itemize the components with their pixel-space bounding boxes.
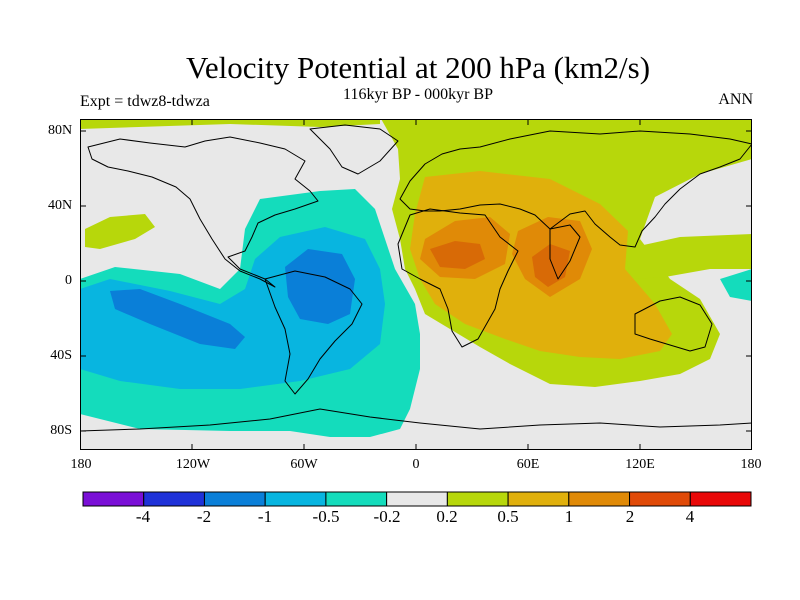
colorbar-label-minus-0.5: -0.5 <box>312 507 340 526</box>
antarctica-outline <box>80 408 752 432</box>
colorbar-label-minus-1: -1 <box>257 507 273 526</box>
experiment-label: Expt = tdwz8-tdwza <box>80 93 210 110</box>
colorbar-label-minus-0.2: -0.2 <box>373 507 401 526</box>
colorbar-box-4 <box>325 491 388 507</box>
contour-positive-0.2-west-pacific <box>85 214 155 249</box>
lat-tick-40s: 40S <box>50 348 72 363</box>
lon-tick-180e: 180 <box>740 457 762 472</box>
india-outline <box>549 224 581 280</box>
season-label: ANN <box>718 91 753 108</box>
contour-positive-2-africa <box>430 241 485 269</box>
colorbar-box-7 <box>507 491 570 507</box>
lat-tick-40n: 40N <box>48 198 73 213</box>
lon-tick-60e: 60E <box>516 457 540 472</box>
australia-outline <box>634 296 713 352</box>
contour-negative-1-pacific <box>110 289 245 349</box>
colorbar-box-8 <box>568 491 631 507</box>
colorbar-label-1: 1 <box>564 507 574 526</box>
south-america-outline <box>264 270 363 395</box>
colorbar-label-minus-2: -2 <box>196 507 212 526</box>
colorbar-label-2: 2 <box>625 507 635 526</box>
colorbar-box-10 <box>689 491 752 507</box>
colorbar-box-9 <box>629 491 691 507</box>
lon-tick-180w: 180 <box>70 457 92 472</box>
colorbar-label-0.2: 0.2 <box>436 507 458 526</box>
chart-title: Velocity Potential at 200 hPa (km2/s) <box>185 50 651 85</box>
colorbar-box-0 <box>82 491 145 507</box>
contour-positive-0.2-west <box>80 119 380 129</box>
velocity-potential-map <box>80 119 752 450</box>
colorbar-label-minus-4: -4 <box>135 507 151 526</box>
contour-negative-0.2-east <box>720 269 752 301</box>
map-ticks <box>80 119 752 450</box>
lon-tick-0: 0 <box>412 457 420 472</box>
chart-subtitle: 116kyr BP - 000kyr BP <box>343 86 493 103</box>
lon-tick-60w: 60W <box>290 457 318 472</box>
lat-tick-80n: 80N <box>48 123 73 138</box>
colorbar-box-5 <box>386 491 448 507</box>
lat-tick-0: 0 <box>65 273 72 288</box>
coastlines <box>80 124 752 432</box>
africa-outline <box>397 208 519 348</box>
contour-positive-0.2-pacific-band <box>625 234 752 279</box>
lat-tick-80s: 80S <box>50 423 72 438</box>
eurasia-outline <box>399 130 752 248</box>
contour-negative-1 <box>285 249 355 324</box>
colorbar-box-1 <box>143 491 205 507</box>
colorbar-label-4: 4 <box>685 507 695 526</box>
greenland-outline <box>309 124 399 175</box>
contour-positive-2-india <box>532 244 570 287</box>
lon-tick-120e: 120E <box>625 457 655 472</box>
lon-tick-120w: 120W <box>175 457 211 472</box>
colorbar-box-3 <box>264 491 327 507</box>
colorbar <box>82 491 752 507</box>
north-america-outline <box>87 136 319 288</box>
colorbar-box-6 <box>446 491 509 507</box>
colorbar-box-2 <box>203 491 266 507</box>
colorbar-label-0.5: 0.5 <box>497 507 519 526</box>
